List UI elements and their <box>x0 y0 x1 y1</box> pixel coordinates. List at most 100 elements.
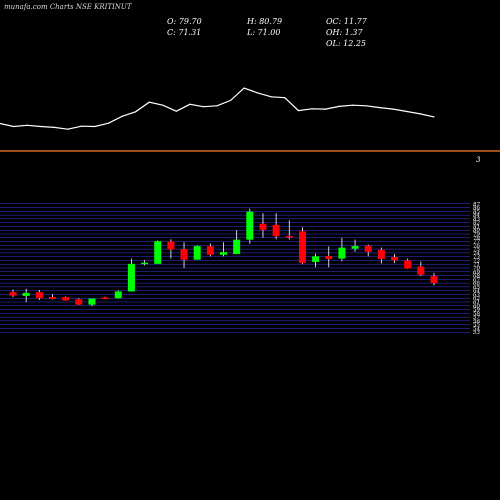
y-tick-label: 84 <box>473 213 480 219</box>
y-tick-label: 56 <box>473 319 480 325</box>
candle-body <box>101 297 109 299</box>
bearish-candle <box>430 272 438 286</box>
oc-value: OC: 11.77 <box>326 17 367 26</box>
bearish-candle <box>101 296 109 299</box>
indicator-point <box>379 107 381 109</box>
indicator-point <box>419 113 422 115</box>
candle-body <box>193 246 201 260</box>
y-tick-label: 68 <box>473 274 480 280</box>
y-tick-label: 83 <box>473 217 480 223</box>
indicator-point <box>121 115 123 117</box>
indicator-point <box>406 110 408 113</box>
y-tick-label: 66 <box>473 281 480 287</box>
bearish-candle <box>391 254 399 264</box>
high-value: H: 80.79 <box>247 17 283 26</box>
close-value: C: 71.31 <box>167 28 202 37</box>
candle-body <box>285 235 293 238</box>
bullish-candle <box>233 230 241 255</box>
indicator-point <box>53 126 55 128</box>
candle-body <box>220 252 227 255</box>
y-tick-label: 86 <box>473 206 480 212</box>
y-tick-label: 69 <box>473 270 480 276</box>
candle-body <box>312 256 320 262</box>
bullish-candle <box>246 208 254 244</box>
bearish-candle <box>48 294 56 300</box>
candle-body <box>377 249 385 259</box>
bearish-candle <box>206 243 214 257</box>
y-tick-label: 57 <box>473 315 480 321</box>
indicator-point <box>67 128 69 130</box>
y-tick-label: 73 <box>473 255 480 261</box>
y-tick-label: 82 <box>473 221 480 227</box>
y-tick-label: 65 <box>473 285 480 291</box>
indicator-point <box>243 87 245 89</box>
bullish-candle <box>114 290 122 299</box>
bullish-candle <box>127 258 135 292</box>
candle-body <box>141 262 149 265</box>
candle-body <box>9 292 17 296</box>
y-tick-label: 59 <box>473 308 480 314</box>
bearish-candle <box>364 244 372 257</box>
bullish-candle <box>312 253 320 268</box>
candle-body <box>298 231 306 264</box>
y-tick-label: 81 <box>473 224 480 230</box>
bearish-candle <box>62 296 70 301</box>
candle-body <box>35 292 43 299</box>
y-tick-label: 55 <box>473 323 480 329</box>
bullish-candle <box>88 298 96 307</box>
bullish-candle <box>154 240 162 264</box>
y-tick-label: 79 <box>473 232 480 238</box>
candle-body <box>154 241 162 264</box>
candle-body <box>114 291 122 299</box>
indicator-point <box>257 92 259 94</box>
open-value: O: 79.70 <box>167 17 202 26</box>
indicator-point <box>107 122 110 124</box>
candles <box>9 208 438 307</box>
candle-body <box>338 247 346 259</box>
candle-body <box>351 246 359 249</box>
candle-body <box>391 257 399 261</box>
bearish-candle <box>75 298 83 306</box>
low-value: L: 71.00 <box>247 28 281 37</box>
indicator-point <box>148 101 150 103</box>
y-tick-label: 85 <box>473 209 480 215</box>
y-tick-label: 76 <box>473 243 480 249</box>
candle-body <box>62 297 70 301</box>
y-tick-label: 87 <box>473 202 480 208</box>
candle-body <box>75 299 83 305</box>
indicator-point <box>229 99 232 101</box>
indicator-point <box>135 111 137 113</box>
indicator-point <box>297 110 299 112</box>
indicator-point <box>392 108 394 110</box>
y-tick-label: 80 <box>473 228 480 234</box>
bearish-candle <box>35 289 43 301</box>
bearish-candle <box>404 258 412 269</box>
candle-body <box>417 266 425 275</box>
bullish-candle <box>193 245 201 260</box>
y-tick-label: 67 <box>473 277 480 283</box>
indicator-point <box>270 96 272 98</box>
y-tick-label: 62 <box>473 296 480 302</box>
bearish-candle <box>180 242 188 268</box>
indicator-point <box>189 103 191 105</box>
indicator-point <box>284 97 286 99</box>
candle-body <box>233 239 241 255</box>
y-tick-label: 54 <box>473 326 480 332</box>
volume-scale-label: 3 <box>476 156 481 164</box>
indicator-point <box>352 104 354 106</box>
candle-body <box>22 292 30 296</box>
indicator-point <box>365 105 367 107</box>
y-tick-label: 64 <box>473 289 480 295</box>
bearish-candle <box>325 246 333 268</box>
bearish-candle <box>298 227 306 265</box>
y-tick-label: 71 <box>473 262 480 268</box>
candle-body <box>325 255 333 259</box>
bearish-candle <box>272 213 280 240</box>
y-tick-label: 77 <box>473 240 480 246</box>
indicator-point <box>94 125 96 128</box>
indicator-point <box>162 104 164 106</box>
bullish-candle <box>22 288 30 302</box>
indicator-point <box>324 108 327 110</box>
y-tick-label: 72 <box>473 258 480 264</box>
